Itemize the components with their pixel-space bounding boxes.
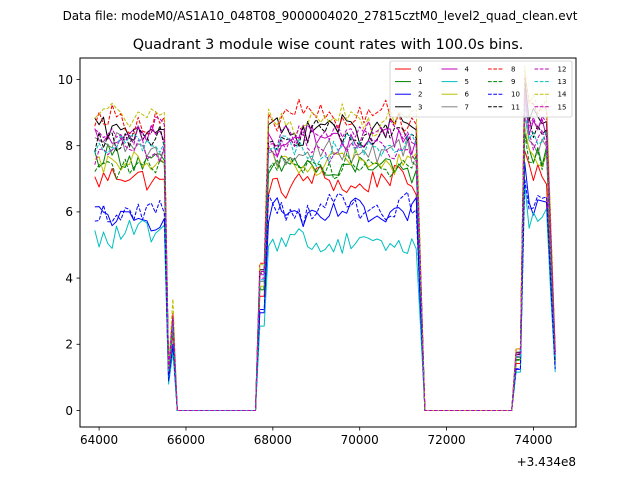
x-tick-label: 68000 (254, 433, 292, 447)
legend-label-14: 14 (558, 91, 567, 99)
series-line-13 (94, 103, 556, 411)
y-tick-label: 2 (65, 338, 73, 352)
legend-label-11: 11 (511, 103, 520, 111)
legend-label-10: 10 (511, 91, 520, 99)
legend-label-6: 6 (465, 91, 470, 99)
legend-label-8: 8 (511, 66, 515, 74)
legend-label-3: 3 (418, 103, 422, 111)
legend-label-9: 9 (511, 78, 515, 86)
y-tick-label: 10 (58, 73, 73, 87)
legend-label-4: 4 (465, 66, 470, 74)
suptitle: Data file: modeM0/AS1A10_048T08_90000040… (63, 9, 578, 23)
legend-label-0: 0 (418, 66, 422, 74)
x-tick-label: 66000 (167, 433, 205, 447)
series-layer (94, 65, 556, 411)
y-tick-label: 8 (65, 139, 73, 153)
ticks-layer: 64000 66000 68000 70000 72000 74000 0 2 4 6 8 10 (58, 73, 553, 447)
legend-label-5: 5 (465, 78, 469, 86)
series-line-15 (94, 88, 556, 411)
x-tick-label: 74000 (514, 433, 552, 447)
chart-title: Quadrant 3 module wise count rates with … (133, 37, 524, 53)
legend-frame (389, 60, 573, 118)
legend-label-7: 7 (465, 103, 469, 111)
legend-label-12: 12 (558, 66, 567, 74)
x-axis-offset-label: +3.434e8 (517, 455, 576, 469)
x-tick-label: 64000 (80, 433, 118, 447)
legend-label-15: 15 (558, 103, 567, 111)
y-tick-label: 0 (65, 404, 73, 418)
legend-label-13: 13 (558, 78, 567, 86)
y-tick-label: 6 (65, 205, 73, 219)
legend-label-2: 2 (418, 91, 422, 99)
x-tick-label: 72000 (427, 433, 465, 447)
x-tick-label: 70000 (341, 433, 379, 447)
y-tick-label: 4 (65, 271, 73, 285)
legend-label-1: 1 (418, 78, 422, 86)
plot-frame (79, 57, 577, 428)
